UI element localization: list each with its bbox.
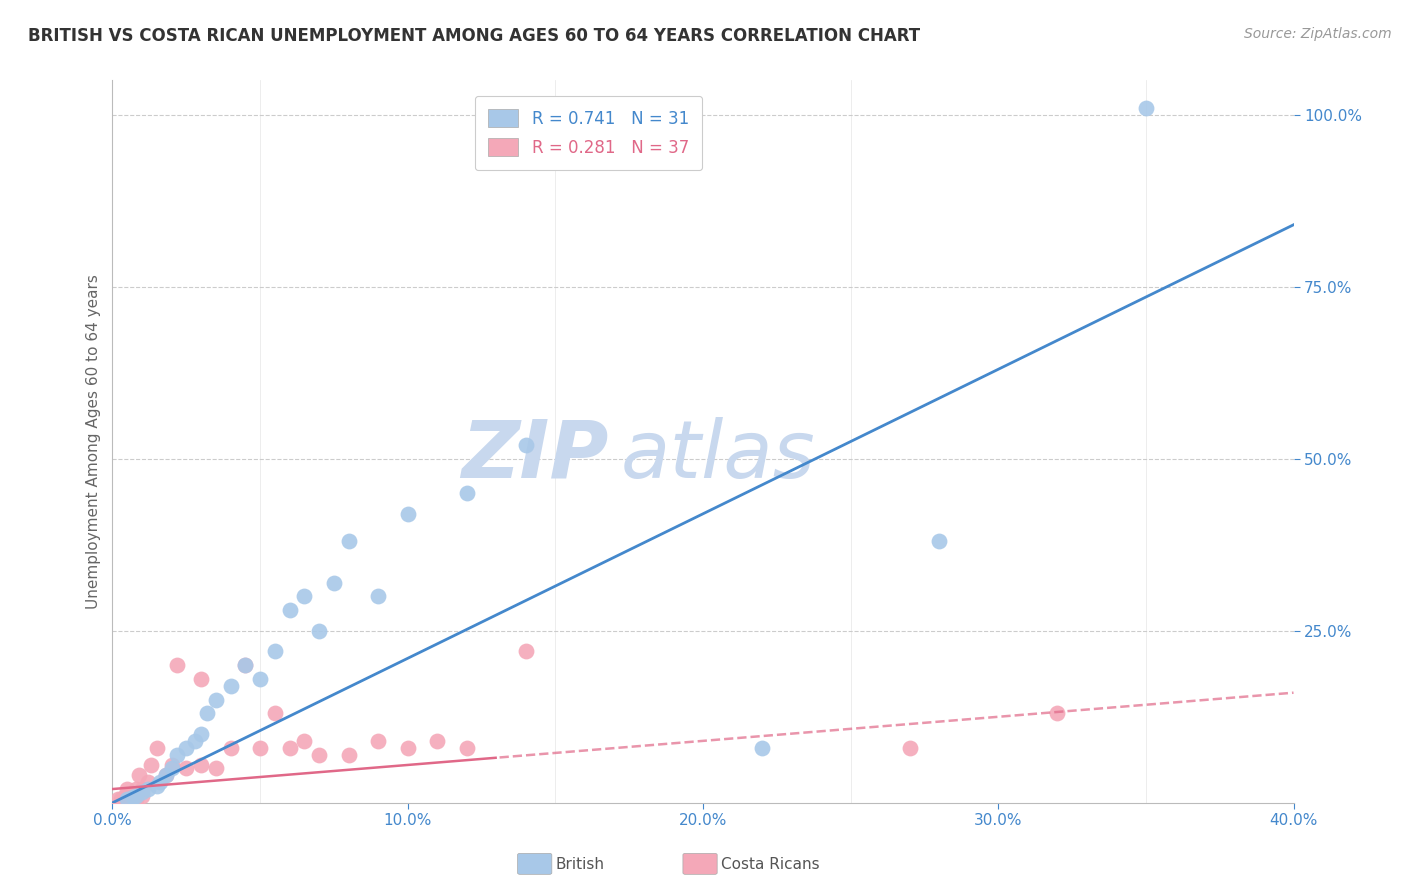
Point — [205, 761, 228, 775]
Point — [308, 624, 330, 638]
Point — [205, 692, 228, 706]
Point — [367, 590, 389, 604]
Point — [122, 790, 145, 805]
Point — [1135, 101, 1157, 115]
Point — [278, 740, 301, 755]
Point — [139, 758, 162, 772]
Point — [136, 782, 159, 797]
Point — [128, 768, 150, 782]
Text: BRITISH VS COSTA RICAN UNEMPLOYMENT AMONG AGES 60 TO 64 YEARS CORRELATION CHART: BRITISH VS COSTA RICAN UNEMPLOYMENT AMON… — [28, 27, 921, 45]
Point — [117, 792, 138, 806]
Text: ZIP: ZIP — [461, 417, 609, 495]
Point — [190, 758, 212, 772]
Point — [155, 768, 177, 782]
Point — [292, 734, 315, 748]
Point — [928, 534, 950, 549]
Point — [125, 789, 148, 803]
FancyBboxPatch shape — [683, 854, 717, 874]
Point — [117, 789, 138, 803]
Point — [149, 775, 172, 789]
Point — [120, 789, 142, 803]
Point — [323, 575, 346, 590]
Point — [131, 789, 153, 803]
Point — [337, 747, 360, 762]
Point — [233, 658, 256, 673]
Point — [515, 438, 537, 452]
FancyBboxPatch shape — [517, 854, 551, 874]
Point — [233, 658, 256, 673]
Point — [396, 507, 419, 521]
Point — [367, 734, 389, 748]
Point — [1046, 706, 1069, 721]
Point — [337, 534, 360, 549]
Point — [456, 486, 478, 500]
Point — [131, 785, 153, 799]
Point — [308, 747, 330, 762]
Point — [160, 761, 183, 775]
Point — [219, 740, 242, 755]
Point — [174, 761, 197, 775]
Y-axis label: Unemployment Among Ages 60 to 64 years: Unemployment Among Ages 60 to 64 years — [86, 274, 101, 609]
Point — [112, 790, 135, 805]
Point — [125, 792, 148, 806]
Text: British: British — [555, 856, 605, 871]
Text: Costa Ricans: Costa Ricans — [721, 856, 820, 871]
Point — [292, 590, 315, 604]
Point — [146, 740, 169, 755]
Point — [146, 779, 169, 793]
Point — [125, 782, 148, 797]
Point — [456, 740, 478, 755]
Point — [107, 792, 129, 806]
Point — [122, 789, 145, 803]
Point — [166, 747, 188, 762]
Point — [219, 679, 242, 693]
Point — [396, 740, 419, 755]
Point — [751, 740, 773, 755]
Point — [249, 672, 271, 686]
Point — [117, 782, 138, 797]
Point — [264, 644, 287, 658]
Point — [136, 775, 159, 789]
Point — [278, 603, 301, 617]
Point — [155, 768, 177, 782]
Point — [190, 672, 212, 686]
Point — [184, 734, 207, 748]
Point — [898, 740, 921, 755]
Text: atlas: atlas — [620, 417, 815, 495]
Text: Source: ZipAtlas.com: Source: ZipAtlas.com — [1244, 27, 1392, 41]
Point — [190, 727, 212, 741]
Point — [166, 658, 188, 673]
Legend: R = 0.741   N = 31, R = 0.281   N = 37: R = 0.741 N = 31, R = 0.281 N = 37 — [475, 95, 703, 169]
Point — [195, 706, 218, 721]
Point — [264, 706, 287, 721]
Point — [160, 758, 183, 772]
Point — [515, 644, 537, 658]
Point — [110, 792, 132, 806]
Point — [131, 782, 153, 797]
Point — [426, 734, 449, 748]
Point — [174, 740, 197, 755]
Point — [249, 740, 271, 755]
